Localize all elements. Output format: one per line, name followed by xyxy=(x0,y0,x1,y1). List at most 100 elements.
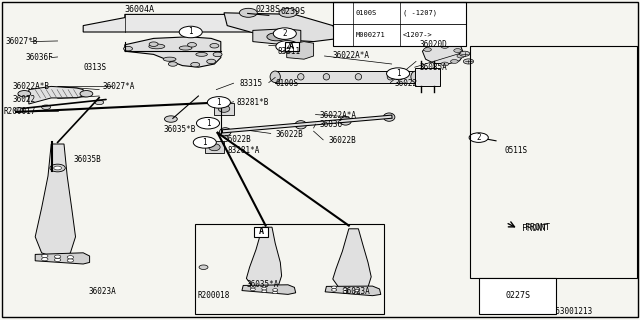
Circle shape xyxy=(279,8,297,17)
Polygon shape xyxy=(287,42,314,59)
Circle shape xyxy=(207,59,216,64)
Text: A363001213: A363001213 xyxy=(547,308,593,316)
Circle shape xyxy=(469,133,488,142)
Circle shape xyxy=(250,285,255,288)
Circle shape xyxy=(457,54,465,58)
Circle shape xyxy=(67,256,74,259)
Circle shape xyxy=(273,28,296,39)
Polygon shape xyxy=(325,286,381,296)
Text: 36036: 36036 xyxy=(320,120,343,129)
Text: 36035*A: 36035*A xyxy=(246,280,279,289)
Polygon shape xyxy=(29,86,83,104)
Ellipse shape xyxy=(295,121,307,129)
Polygon shape xyxy=(246,227,282,289)
Circle shape xyxy=(387,68,410,79)
Circle shape xyxy=(196,117,220,129)
Text: 0100S: 0100S xyxy=(356,10,377,16)
Text: 36035B: 36035B xyxy=(74,156,101,164)
Circle shape xyxy=(42,258,48,261)
Text: 83311: 83311 xyxy=(277,47,300,56)
Circle shape xyxy=(355,292,360,294)
Text: FRONT: FRONT xyxy=(522,224,547,233)
Text: 36022B: 36022B xyxy=(328,136,356,145)
Circle shape xyxy=(335,9,351,17)
Text: R200018: R200018 xyxy=(197,291,230,300)
Circle shape xyxy=(54,166,61,170)
Text: 36022A*A: 36022A*A xyxy=(333,52,370,60)
Circle shape xyxy=(470,134,483,140)
Bar xyxy=(214,103,234,115)
Polygon shape xyxy=(253,29,301,45)
Ellipse shape xyxy=(196,52,207,56)
Circle shape xyxy=(168,62,177,66)
Text: 83315: 83315 xyxy=(240,79,263,88)
Polygon shape xyxy=(333,229,371,290)
Text: ( -1207): ( -1207) xyxy=(403,10,436,16)
Bar xyxy=(285,42,299,51)
Circle shape xyxy=(18,91,31,97)
Circle shape xyxy=(199,265,208,269)
Circle shape xyxy=(149,42,158,46)
Text: 83281*A: 83281*A xyxy=(227,146,260,155)
Circle shape xyxy=(67,259,74,262)
Text: 36027*A: 36027*A xyxy=(102,82,135,91)
Polygon shape xyxy=(83,14,291,32)
Polygon shape xyxy=(35,253,90,264)
Text: 36023A: 36023A xyxy=(342,287,370,296)
Text: 1: 1 xyxy=(489,292,494,300)
Text: FRONT: FRONT xyxy=(525,223,550,232)
Circle shape xyxy=(239,8,257,17)
Polygon shape xyxy=(242,285,296,294)
Text: 36035*B: 36035*B xyxy=(163,125,196,134)
Text: 1: 1 xyxy=(396,69,401,78)
Ellipse shape xyxy=(340,117,351,125)
Text: 2: 2 xyxy=(476,133,481,142)
Circle shape xyxy=(441,44,449,48)
Circle shape xyxy=(164,116,177,122)
Circle shape xyxy=(460,51,470,56)
Circle shape xyxy=(179,26,202,38)
Circle shape xyxy=(50,164,65,172)
Circle shape xyxy=(262,287,267,290)
Text: A: A xyxy=(289,42,294,51)
Circle shape xyxy=(343,291,348,293)
Ellipse shape xyxy=(411,71,421,83)
Ellipse shape xyxy=(218,105,230,112)
Circle shape xyxy=(15,108,24,112)
Bar xyxy=(470,46,637,278)
Circle shape xyxy=(42,105,51,109)
Text: 36036F: 36036F xyxy=(26,53,53,62)
Circle shape xyxy=(276,41,299,52)
Text: 36022A*B: 36022A*B xyxy=(13,82,50,91)
Text: M000271: M000271 xyxy=(356,32,385,38)
Text: 36022A*A: 36022A*A xyxy=(320,111,357,120)
Ellipse shape xyxy=(179,46,192,50)
Circle shape xyxy=(343,288,348,291)
Circle shape xyxy=(95,100,104,105)
Circle shape xyxy=(210,44,219,48)
Polygon shape xyxy=(224,13,339,42)
Ellipse shape xyxy=(298,74,304,80)
Bar xyxy=(479,278,556,314)
Polygon shape xyxy=(35,144,76,258)
Text: 0100S: 0100S xyxy=(275,79,298,88)
Circle shape xyxy=(463,59,474,64)
Bar xyxy=(275,71,416,83)
Ellipse shape xyxy=(323,74,330,80)
Ellipse shape xyxy=(209,144,220,151)
Circle shape xyxy=(332,289,337,291)
Text: 2: 2 xyxy=(341,10,345,16)
Text: 36004A: 36004A xyxy=(125,5,155,14)
Text: <1207->: <1207-> xyxy=(403,32,432,38)
Circle shape xyxy=(124,46,132,51)
Text: 1: 1 xyxy=(188,28,193,36)
Ellipse shape xyxy=(220,128,231,136)
Circle shape xyxy=(54,258,61,261)
Circle shape xyxy=(332,286,337,289)
Text: 36023A: 36023A xyxy=(88,287,116,296)
Text: 36022: 36022 xyxy=(13,95,36,104)
Bar xyxy=(333,2,466,46)
Bar xyxy=(195,224,384,314)
Ellipse shape xyxy=(149,44,165,49)
Ellipse shape xyxy=(163,57,176,61)
